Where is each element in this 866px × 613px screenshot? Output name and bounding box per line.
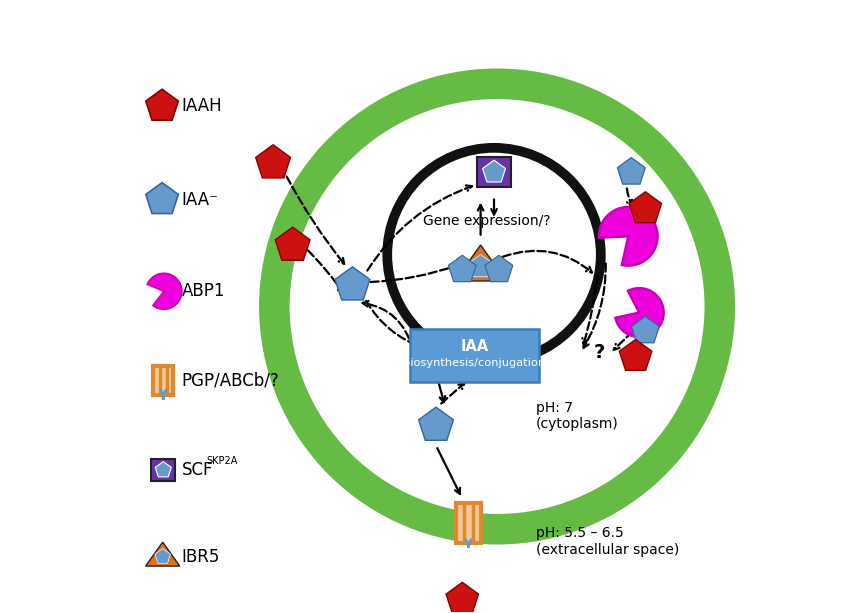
- FancyBboxPatch shape: [153, 367, 173, 395]
- Text: biosynthesis/conjugation: biosynthesis/conjugation: [404, 358, 546, 368]
- Polygon shape: [469, 254, 492, 277]
- Polygon shape: [455, 245, 507, 281]
- Polygon shape: [418, 407, 454, 440]
- Polygon shape: [629, 192, 662, 223]
- Text: SKP2A: SKP2A: [206, 457, 237, 466]
- FancyBboxPatch shape: [456, 503, 481, 543]
- Polygon shape: [619, 340, 652, 370]
- Polygon shape: [485, 255, 513, 282]
- Text: IAA⁻: IAA⁻: [182, 191, 218, 208]
- Polygon shape: [255, 145, 290, 178]
- Text: ?: ?: [593, 343, 604, 362]
- Wedge shape: [616, 288, 663, 337]
- Polygon shape: [449, 255, 476, 282]
- Text: pH: 7
(cytoplasm): pH: 7 (cytoplasm): [535, 402, 618, 432]
- Text: PGP/ABCb/?: PGP/ABCb/?: [182, 372, 280, 390]
- Polygon shape: [155, 549, 171, 563]
- Text: Gene expression/?: Gene expression/?: [423, 214, 551, 228]
- Polygon shape: [617, 158, 645, 184]
- Polygon shape: [446, 582, 479, 613]
- Text: IAA: IAA: [461, 339, 488, 354]
- Polygon shape: [335, 267, 370, 300]
- Polygon shape: [145, 542, 180, 566]
- Polygon shape: [275, 227, 310, 261]
- FancyBboxPatch shape: [410, 329, 540, 382]
- Polygon shape: [145, 183, 178, 213]
- Text: SCF: SCF: [182, 461, 213, 479]
- Text: ABP1: ABP1: [182, 282, 225, 300]
- Wedge shape: [599, 207, 657, 265]
- Polygon shape: [482, 160, 506, 182]
- Polygon shape: [155, 462, 171, 477]
- FancyBboxPatch shape: [151, 460, 176, 481]
- Text: pH: 5.5 – 6.5
(extracellular space): pH: 5.5 – 6.5 (extracellular space): [535, 527, 679, 557]
- FancyBboxPatch shape: [476, 157, 512, 188]
- Polygon shape: [145, 89, 178, 120]
- Text: IBR5: IBR5: [182, 547, 220, 566]
- Text: IAAH: IAAH: [182, 97, 223, 115]
- Wedge shape: [147, 273, 182, 309]
- Polygon shape: [631, 316, 659, 343]
